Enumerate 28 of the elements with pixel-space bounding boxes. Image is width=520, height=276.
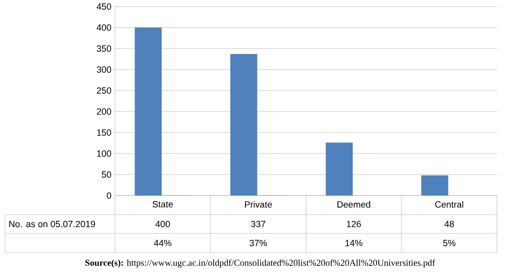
x-tick-label: Deemed — [337, 201, 370, 208]
data-label: 400 — [155, 221, 170, 228]
bar — [134, 28, 162, 196]
data-label: 5% — [443, 240, 456, 246]
bar — [230, 54, 258, 196]
y-tick-label: 300 — [96, 66, 112, 73]
y-tick-label: 100 — [97, 150, 112, 157]
y-tick-label: 0 — [106, 192, 112, 199]
y-tick-label: 200 — [96, 108, 112, 115]
y-tick-label: 250 — [96, 88, 112, 94]
data-label: 48 — [444, 221, 454, 228]
x-tick-label: State — [152, 201, 173, 208]
data-label: 37% — [250, 240, 267, 246]
data-label: 44% — [154, 240, 172, 246]
data-label: 126 — [346, 221, 361, 228]
y-tick-label: 50 — [102, 172, 112, 178]
y-tick-label: 400 — [96, 24, 112, 31]
x-tick-label: Private — [244, 201, 272, 208]
y-tick-label: 450 — [96, 4, 112, 10]
data-label: 337 — [251, 221, 266, 228]
text: Source(s): https://www.ugc.ac.in/oldpdf/Consolidated%20list%20of%20All%20Universities.pdf — [85, 260, 436, 268]
x-tick-label: Central — [435, 201, 464, 208]
bar — [421, 176, 448, 196]
y-tick-label: 150 — [97, 130, 112, 136]
y-tick-label: 350 — [96, 46, 112, 52]
data-label: 14% — [345, 240, 362, 246]
bar — [326, 142, 353, 196]
text: No. as on 05.07.2019 — [9, 221, 95, 228]
